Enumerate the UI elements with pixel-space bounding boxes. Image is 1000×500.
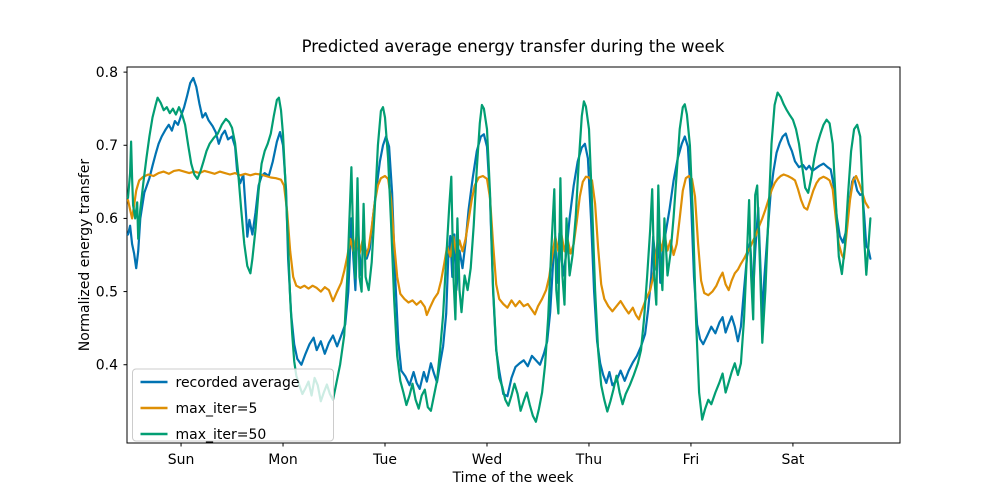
legend-label: recorded average — [176, 375, 300, 391]
y-axis-label: Normalized energy transfer — [77, 159, 93, 352]
plot-frame — [126, 66, 901, 444]
y-tick-label: 0.8 — [96, 65, 118, 81]
axes-spines — [126, 66, 901, 444]
x-tick-label: Mon — [268, 452, 298, 468]
x-tick-label: Wed — [472, 452, 503, 468]
series-lines — [126, 76, 872, 423]
y-axis-ticks: 0.4 0.5 0.6 0.7 0.8 — [96, 65, 127, 374]
x-axis-ticks: Sun Mon Tue Wed Thu Fri Sat — [168, 443, 805, 468]
chart-title: Predicted average energy transfer during… — [302, 37, 725, 56]
x-tick-label: Thu — [575, 452, 602, 468]
legend-box — [132, 368, 334, 442]
y-tick-label: 0.6 — [96, 211, 118, 227]
y-tick-label: 0.7 — [96, 138, 118, 154]
x-tick-label: Fri — [683, 452, 700, 468]
x-tick-label: Sun — [168, 452, 195, 468]
legend-label: max_iter=5 — [176, 401, 258, 417]
series-line-max-iter-50 — [126, 91, 872, 423]
x-axis-label: Time of the week — [452, 470, 575, 486]
y-tick-label: 0.4 — [96, 358, 118, 374]
legend: recorded average max_iter=5 max_iter=50 — [132, 368, 334, 443]
x-tick-label: Sat — [781, 452, 804, 468]
x-tick-label: Tue — [372, 452, 397, 468]
legend-label: max_iter=50 — [176, 427, 267, 443]
y-tick-label: 0.5 — [96, 284, 118, 300]
